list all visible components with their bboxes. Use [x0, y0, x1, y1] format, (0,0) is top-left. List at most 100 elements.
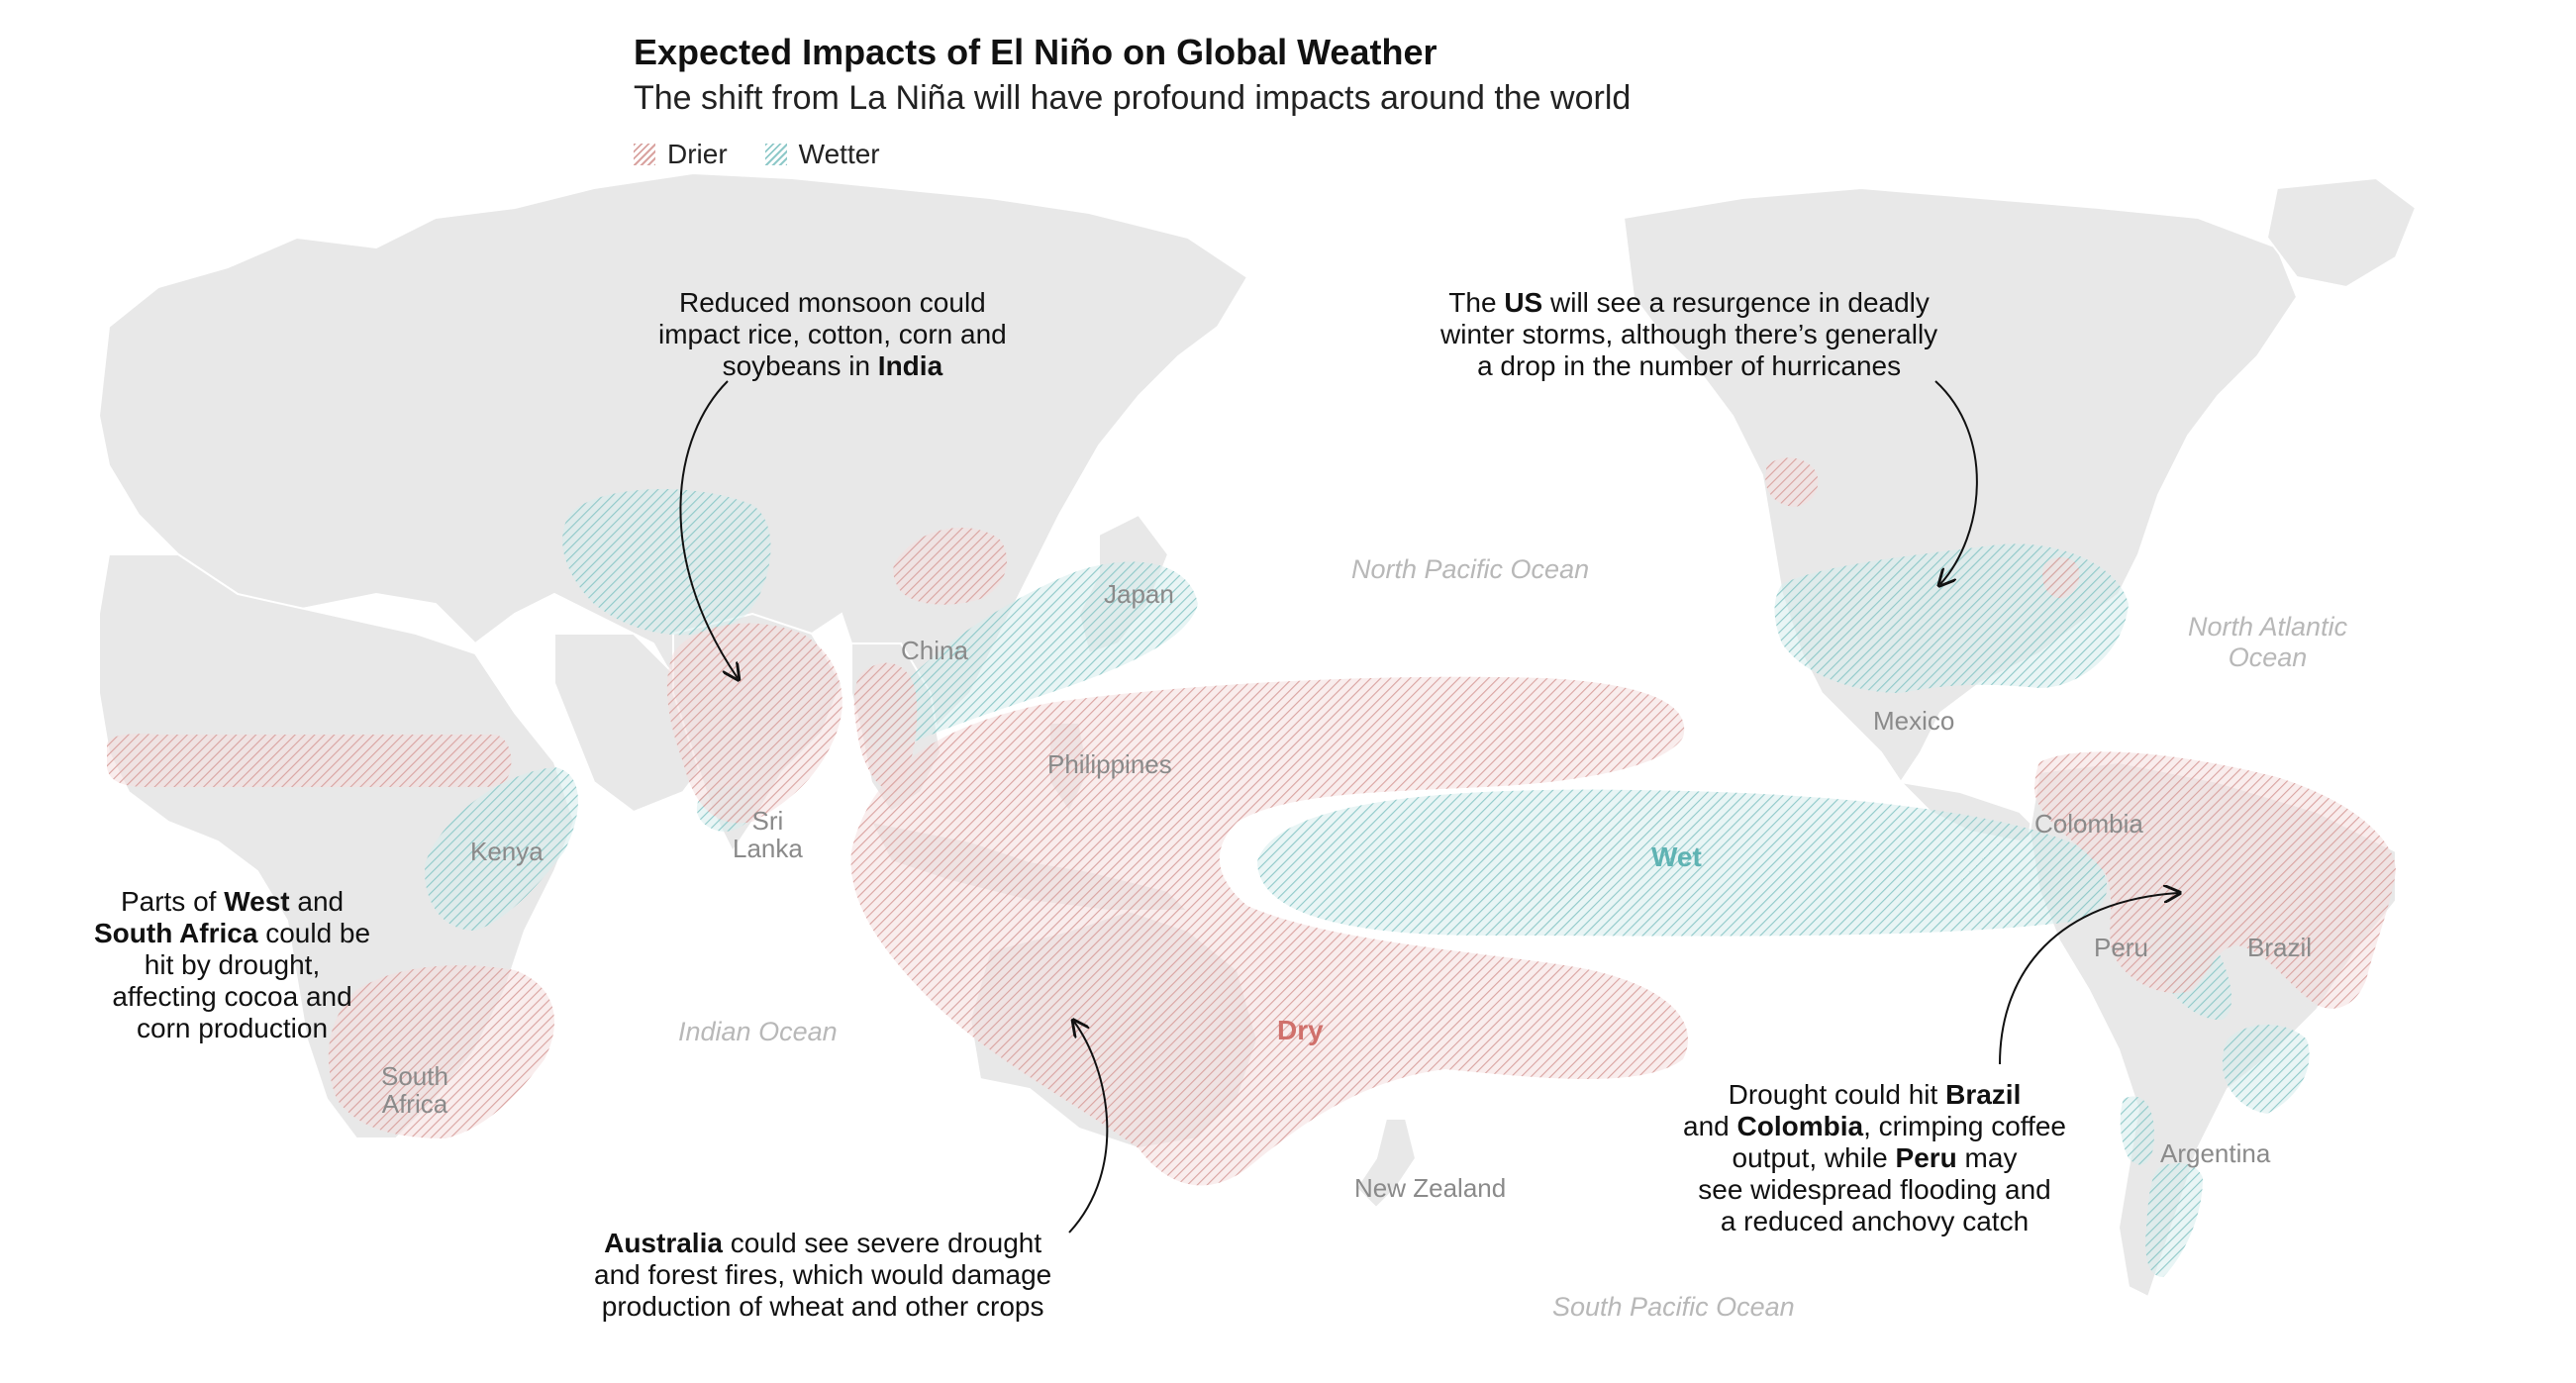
- dry-region-west-africa: [107, 734, 512, 787]
- annotation-australia-line1-post: could see severe drought: [722, 1228, 1042, 1258]
- annotation-south-america-line2: and Colombia, crimping coffee: [1683, 1111, 2066, 1142]
- place-label-argentina: Argentina: [2160, 1138, 2271, 1168]
- annotation-africa-line1: Parts of West and: [94, 886, 370, 918]
- annotation-australia-line2: and forest fires, which would damage: [594, 1259, 1052, 1290]
- place-label-sri-lanka-line2: Lanka: [733, 834, 803, 863]
- legend-item-wetter: Wetter: [764, 139, 880, 170]
- annotation-australia-line1: Australia could see severe drought: [594, 1228, 1051, 1259]
- annotation-india-line1: Reduced monsoon could: [678, 287, 986, 318]
- place-label-sri-lanka: Sri Lanka: [733, 807, 803, 862]
- annotation-south-america-line3-pre: output, while: [1732, 1142, 1896, 1173]
- dry-region-great-lakes: [2042, 557, 2080, 599]
- wet-region-south-brazil: [2223, 1025, 2310, 1114]
- annotation-africa-line3: hit by drought,: [144, 949, 321, 980]
- arrow-south-america: [1999, 893, 2178, 1065]
- place-label-peru: Peru: [2094, 933, 2148, 962]
- wet-region-chile: [2120, 1096, 2154, 1165]
- annotation-africa-west: West: [224, 886, 290, 917]
- dry-region-southern-africa: [328, 965, 554, 1138]
- legend-label-drier: Drier: [667, 139, 728, 169]
- annotation-africa-line2-post: could be: [257, 918, 371, 948]
- annotation-us-line1-post: will see a resurgence in deadly: [1542, 287, 1930, 318]
- annotation-south-america-line2-pre: and: [1683, 1111, 1737, 1141]
- place-label-new-zealand: New Zealand: [1354, 1173, 1507, 1203]
- place-label-brazil: Brazil: [2247, 933, 2313, 962]
- place-label-colombia: Colombia: [2034, 809, 2143, 839]
- annotation-india-country: India: [877, 350, 943, 381]
- legend-item-drier: Drier: [634, 139, 728, 170]
- drier-regions: [107, 457, 2396, 1186]
- annotation-africa-line5: corn production: [137, 1013, 329, 1043]
- dry-region-western-pacific: [850, 676, 1688, 1186]
- place-label-japan: Japan: [1104, 579, 1174, 609]
- annotation-india-line2: impact rice, cotton, corn and: [658, 319, 1007, 349]
- place-label-china: China: [901, 636, 968, 665]
- annotation-south-america-peru: Peru: [1895, 1142, 1957, 1173]
- ocean-label-north-pacific: North Pacific Ocean: [1351, 554, 1590, 584]
- legend: Drier Wetter: [634, 139, 904, 170]
- wet-region-central-pacific: [1257, 789, 2108, 937]
- annotation-australia: Australia could see severe drought and f…: [594, 1228, 1051, 1323]
- wet-region-east-africa: [425, 767, 578, 931]
- annotation-south-america-line3-post: may: [1956, 1142, 2018, 1173]
- annotation-africa-south-africa: South Africa: [94, 918, 258, 948]
- arrow-us: [1934, 380, 1978, 584]
- chart-title: Expected Impacts of El Niño on Global We…: [634, 32, 1437, 72]
- annotation-us-line1-pre: The: [1448, 287, 1505, 318]
- place-label-philippines: Philippines: [1047, 749, 1172, 779]
- wetter-regions: [425, 488, 2310, 1277]
- dry-region-southeast-asia: [853, 662, 918, 792]
- annotation-africa: Parts of West and South Africa could be …: [94, 886, 370, 1044]
- ocean-label-south-pacific: South Pacific Ocean: [1552, 1292, 1795, 1322]
- annotation-africa-line4: affecting cocoa and: [112, 981, 352, 1012]
- annotation-south-america: Drought could hit Brazil and Colombia, c…: [1683, 1079, 2066, 1237]
- annotation-australia-line3: production of wheat and other crops: [601, 1291, 1044, 1322]
- annotation-south-america-brazil: Brazil: [1945, 1079, 2022, 1110]
- drier-swatch: [634, 144, 655, 165]
- place-label-south-africa-line2: Africa: [381, 1089, 448, 1119]
- annotation-south-america-line1: Drought could hit Brazil: [1683, 1079, 2066, 1111]
- annotation-south-america-line3: output, while Peru may: [1683, 1142, 2066, 1174]
- region-label-dry: Dry: [1277, 1015, 1324, 1045]
- annotation-us-country: US: [1504, 287, 1543, 318]
- chart-subtitle: The shift from La Niña will have profoun…: [634, 79, 1632, 117]
- land-new-zealand: [1354, 1118, 1418, 1210]
- annotation-us-line2: winter storms, although there’s generall…: [1440, 319, 1938, 349]
- ocean-label-indian: Indian Ocean: [678, 1017, 838, 1046]
- arrow-india: [679, 380, 738, 678]
- legend-label-wetter: Wetter: [798, 139, 880, 169]
- annotation-australia-country: Australia: [604, 1228, 723, 1258]
- ocean-label-north-atlantic-line1: North Atlantic: [2188, 612, 2348, 642]
- ocean-label-north-atlantic-line2: Ocean: [2228, 642, 2308, 672]
- wet-region-southern-us: [1774, 543, 2129, 693]
- dry-region-pacific-northwest: [1765, 457, 1819, 507]
- annotation-africa-line2: South Africa could be: [94, 918, 370, 949]
- annotation-india-line3-text: soybeans in: [722, 350, 878, 381]
- annotation-us-line3: a drop in the number of hurricanes: [1477, 350, 1902, 381]
- wet-region-east-china-japan: [867, 561, 1198, 752]
- annotation-africa-line1-post: and: [289, 886, 345, 917]
- annotation-us: The US will see a resurgence in deadly w…: [1440, 287, 1937, 382]
- annotation-india-line3: soybeans in India: [658, 350, 1007, 382]
- land-north-america: [1622, 186, 2299, 784]
- annotation-south-america-line2-post: , crimping coffee: [1863, 1111, 2066, 1141]
- place-label-mexico: Mexico: [1873, 706, 1955, 736]
- wetter-swatch: [764, 144, 787, 165]
- place-label-south-africa: South Africa: [381, 1062, 448, 1118]
- dry-region-northern-south-america: [2034, 751, 2396, 1009]
- dry-region-china: [893, 528, 1008, 605]
- place-label-sri-lanka-line1: Sri: [751, 806, 784, 836]
- place-label-south-africa-line1: South: [381, 1061, 448, 1091]
- annotation-south-america-colombia: Colombia: [1736, 1111, 1864, 1141]
- land-greenland: [2265, 176, 2418, 289]
- ocean-label-north-atlantic: North Atlantic Ocean: [2188, 612, 2347, 673]
- annotation-us-line1: The US will see a resurgence in deadly: [1440, 287, 1937, 319]
- dry-region-india: [666, 623, 842, 824]
- region-label-wet: Wet: [1651, 841, 1702, 872]
- annotation-south-america-line5: a reduced anchovy catch: [1720, 1206, 2030, 1236]
- annotation-south-america-line1-pre: Drought could hit: [1728, 1079, 1946, 1110]
- wet-region-argentina: [2145, 1162, 2203, 1277]
- annotation-africa-line1-pre: Parts of: [120, 886, 225, 917]
- annotation-india: Reduced monsoon could impact rice, cotto…: [658, 287, 1007, 382]
